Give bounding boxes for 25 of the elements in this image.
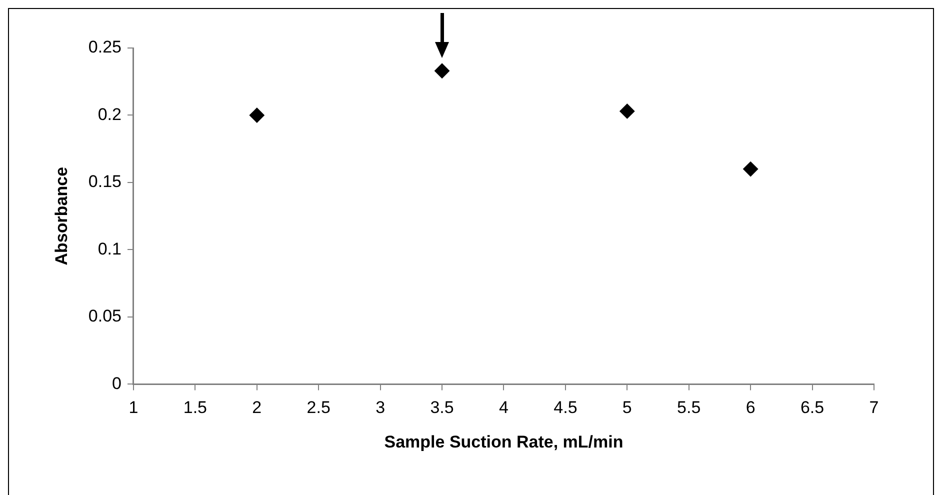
x-tick-label: 4 [499, 398, 508, 418]
y-tick-label: 0.15 [88, 172, 122, 192]
y-tick-label: 0.1 [98, 239, 122, 258]
x-tick-label: 5 [622, 398, 632, 418]
y-tick-label: 0.2 [98, 104, 122, 124]
y-tick-label: 0.25 [88, 38, 122, 57]
x-tick-label: 1.5 [183, 398, 208, 418]
y-tick-label: 0 [112, 374, 122, 393]
x-tick-label: 2.5 [306, 398, 330, 418]
point [249, 108, 264, 123]
y-axis-title: Absorbance [52, 166, 71, 266]
x-tick-label: 3.5 [430, 398, 454, 418]
y-tick-label: 0.05 [88, 306, 122, 326]
x-tick-label: 6.5 [800, 398, 824, 418]
point [620, 104, 635, 119]
x-tick-label: 4.5 [554, 398, 578, 418]
x-tick-label: 7 [869, 398, 879, 418]
x-tick-label: 5.5 [677, 398, 701, 418]
x-tick-label: 2 [252, 398, 262, 418]
point [434, 63, 450, 78]
x-tick-label: 6 [746, 398, 756, 418]
x-tick-label: 1 [128, 398, 138, 418]
x-tick-label: 3 [376, 398, 386, 418]
x-axis-title: Sample Suction Rate, mL/min [384, 432, 624, 452]
point [743, 162, 758, 177]
